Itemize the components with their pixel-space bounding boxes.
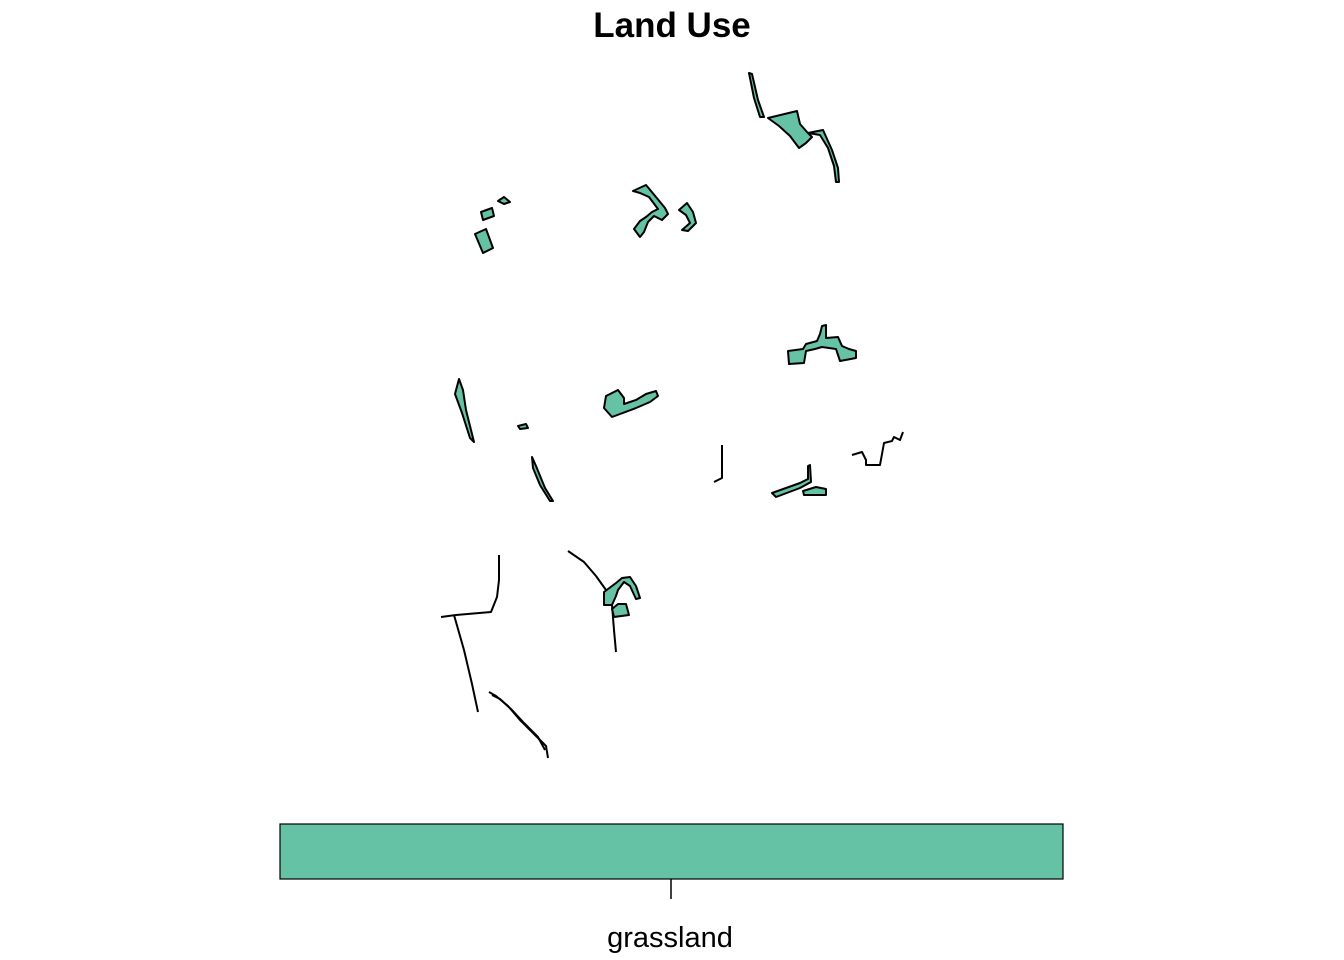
grassland-polygon — [603, 576, 641, 606]
grassland-polygon — [454, 378, 475, 443]
grassland-polygon — [531, 456, 554, 502]
legend — [279, 823, 1064, 899]
grassland-polygon — [802, 486, 827, 496]
grassland-polygon — [748, 72, 765, 118]
map-title: Land Use — [593, 6, 751, 45]
grassland-polygon — [767, 110, 813, 149]
grassland-linear-feature — [713, 445, 723, 483]
grassland-polygon — [480, 207, 495, 221]
land-use-features — [440, 72, 904, 759]
grassland-polygon — [771, 464, 812, 498]
grassland-polygon — [632, 184, 669, 238]
grassland-polygon — [474, 228, 494, 254]
legend-label-grassland: grassland — [607, 922, 733, 954]
grassland-linear-feature — [491, 694, 546, 751]
grassland-linear-feature — [851, 431, 904, 466]
grassland-polygon — [787, 324, 857, 365]
grassland-linear-feature — [488, 691, 549, 759]
grassland-polygon — [611, 603, 630, 618]
grassland-polygon — [807, 129, 840, 183]
grassland-polygon — [603, 389, 659, 418]
grassland-linear-feature — [453, 614, 479, 713]
grassland-linear-feature — [440, 555, 500, 618]
legend-swatch-grassland — [279, 823, 1064, 880]
grassland-polygon — [497, 196, 511, 205]
grassland-polygon — [517, 423, 529, 430]
grassland-polygon — [678, 202, 697, 232]
